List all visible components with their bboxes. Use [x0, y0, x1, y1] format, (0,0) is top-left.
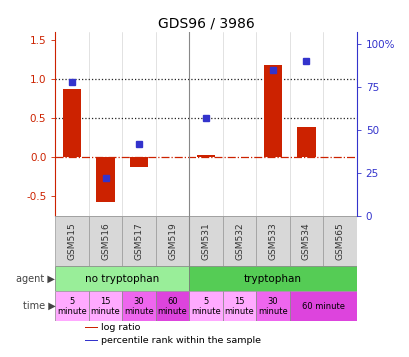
Bar [256, 291, 289, 321]
Bar [55, 266, 189, 291]
Bar [189, 216, 222, 266]
Bar [63, 89, 81, 157]
Bar [222, 291, 256, 321]
Text: GSM515: GSM515 [67, 222, 76, 260]
Text: 60 minute: 60 minute [301, 302, 344, 311]
Bar [189, 266, 356, 291]
Title: GDS96 / 3986: GDS96 / 3986 [157, 17, 254, 31]
Text: log ratio: log ratio [101, 323, 140, 332]
Text: tryptophan: tryptophan [243, 274, 301, 284]
Bar [155, 216, 189, 266]
Text: GSM534: GSM534 [301, 222, 310, 260]
Bar [122, 291, 155, 321]
Text: 5
minute: 5 minute [57, 297, 87, 316]
Text: GSM531: GSM531 [201, 222, 210, 260]
Bar [89, 216, 122, 266]
Bar [289, 216, 322, 266]
Bar [322, 216, 356, 266]
Text: 30
minute: 30 minute [124, 297, 153, 316]
Text: 60
minute: 60 minute [157, 297, 187, 316]
Text: 30
minute: 30 minute [258, 297, 287, 316]
Bar [297, 127, 315, 157]
Bar [155, 291, 189, 321]
Text: GSM516: GSM516 [101, 222, 110, 260]
Bar [189, 291, 222, 321]
Bar [130, 157, 148, 167]
Text: percentile rank within the sample: percentile rank within the sample [101, 336, 261, 345]
Text: GSM565: GSM565 [335, 222, 344, 260]
Text: 15
minute: 15 minute [224, 297, 254, 316]
Bar [85, 327, 98, 328]
Text: GSM517: GSM517 [134, 222, 143, 260]
Bar [55, 291, 89, 321]
Text: agent ▶: agent ▶ [16, 274, 55, 284]
Bar [85, 340, 98, 341]
Bar [55, 216, 89, 266]
Text: GSM519: GSM519 [168, 222, 177, 260]
Bar [263, 65, 281, 157]
Text: 5
minute: 5 minute [191, 297, 220, 316]
Text: time ▶: time ▶ [22, 301, 55, 311]
Bar [222, 216, 256, 266]
Text: 15
minute: 15 minute [90, 297, 120, 316]
Bar [122, 216, 155, 266]
Bar [196, 155, 215, 157]
Bar [96, 157, 115, 202]
Text: GSM533: GSM533 [268, 222, 277, 260]
Text: GSM532: GSM532 [234, 222, 243, 260]
Bar [256, 216, 289, 266]
Bar [289, 291, 356, 321]
Text: no tryptophan: no tryptophan [85, 274, 159, 284]
Bar [89, 291, 122, 321]
